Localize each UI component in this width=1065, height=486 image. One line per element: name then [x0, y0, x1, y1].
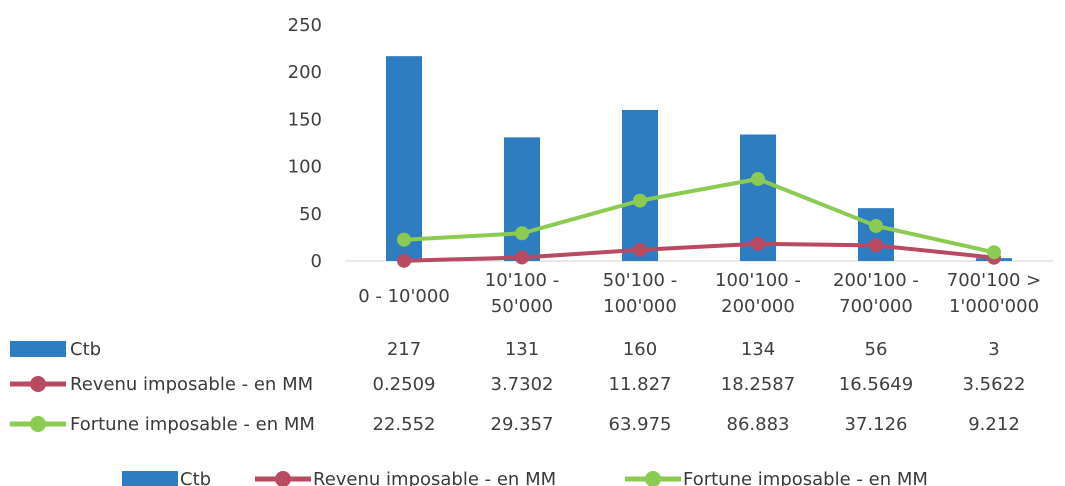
line-point: [987, 245, 1001, 260]
table-cell: 16.5649: [839, 374, 913, 395]
bar: [858, 208, 894, 261]
line-point: [751, 236, 765, 251]
bar: [504, 137, 540, 261]
bar: [622, 109, 658, 262]
table-cell: 3.5622: [963, 374, 1026, 395]
table-cell: 37.126: [845, 414, 908, 435]
x-tick-label: 10'100 -: [485, 270, 559, 291]
legend-key-bar: [122, 471, 178, 486]
table-cell: 0.2509: [373, 374, 436, 395]
line-point: [397, 253, 411, 268]
table-cell: 217: [387, 339, 421, 360]
line-point: [869, 238, 883, 253]
line-point: [633, 193, 647, 208]
legend-key-bar: [10, 341, 66, 357]
table-row-label: Ctb: [70, 339, 101, 360]
x-tick-label: 700'100 >: [947, 270, 1041, 291]
y-tick-label: 150: [288, 109, 322, 130]
y-tick-label: 100: [288, 157, 322, 178]
y-tick-label: 250: [288, 15, 322, 36]
y-tick-label: 50: [299, 204, 322, 225]
legend-label: Revenu imposable - en MM: [313, 469, 556, 486]
table-cell: 9.212: [968, 414, 1020, 435]
line-point: [515, 250, 529, 265]
bar: [386, 56, 422, 261]
x-tick-label: 100'000: [603, 296, 677, 317]
legend-key-marker: [30, 416, 46, 432]
line-point: [751, 171, 765, 186]
table-cell: 134: [741, 339, 775, 360]
legend-label: Ctb: [180, 469, 211, 486]
series-line: [402, 241, 996, 263]
y-tick-label: 0: [311, 251, 322, 272]
table-cell: 160: [623, 339, 657, 360]
table-cell: 86.883: [727, 414, 790, 435]
table-cell: 29.357: [491, 414, 554, 435]
table-cell: 56: [865, 339, 888, 360]
x-tick-label: 1'000'000: [949, 296, 1039, 317]
table-cell: 63.975: [609, 414, 672, 435]
x-tick-label: 50'000: [491, 296, 553, 317]
x-tick-label: 0 - 10'000: [358, 286, 450, 307]
table-row-label: Fortune imposable - en MM: [70, 414, 315, 435]
x-tick-label: 700'000: [839, 296, 913, 317]
line-point: [869, 218, 883, 233]
table-cell: 18.2587: [721, 374, 795, 395]
x-tick-label: 200'000: [721, 296, 795, 317]
table-cell: 3: [988, 339, 999, 360]
line-point: [397, 232, 411, 247]
legend-label: Fortune imposable - en MM: [683, 469, 928, 486]
y-tick-label: 200: [288, 62, 322, 83]
line-point: [633, 242, 647, 257]
table-cell: 22.552: [373, 414, 436, 435]
table-cell: 3.7302: [491, 374, 554, 395]
table-row-label: Revenu imposable - en MM: [70, 374, 313, 395]
table-cell: 11.827: [609, 374, 672, 395]
series-line: [402, 176, 996, 255]
x-tick-label: 100'100 -: [715, 270, 801, 291]
table-cell: 131: [505, 339, 539, 360]
legend-key-marker: [30, 376, 46, 392]
line-point: [515, 226, 529, 241]
legend-key-marker: [275, 471, 291, 486]
x-tick-label: 200'100 -: [833, 270, 919, 291]
legend-key-marker: [645, 471, 661, 486]
x-tick-label: 50'100 -: [603, 270, 677, 291]
